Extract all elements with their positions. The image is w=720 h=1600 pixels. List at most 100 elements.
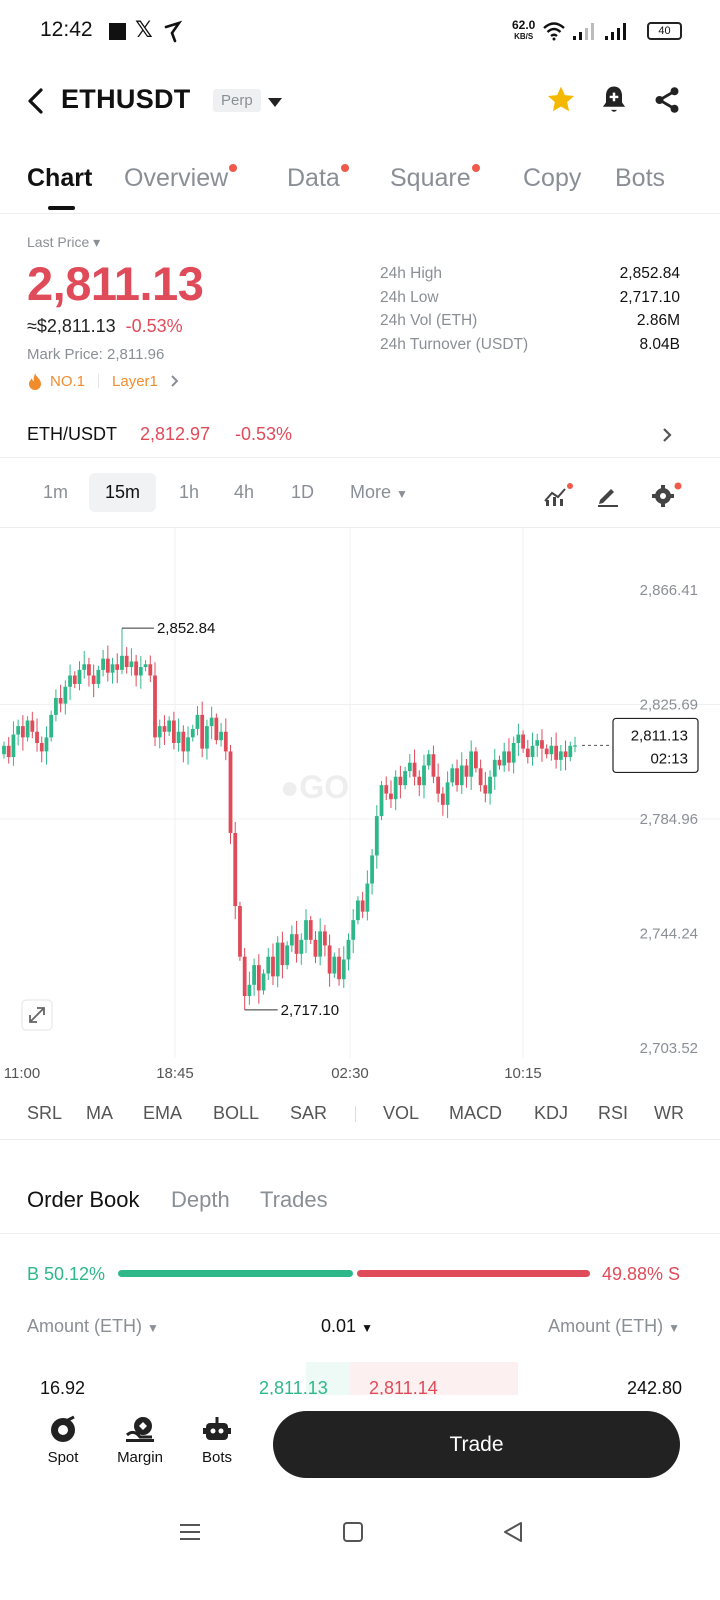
tab-depth[interactable]: Depth <box>171 1187 230 1212</box>
candle-body <box>205 726 209 749</box>
candle-body <box>261 973 266 991</box>
spot-pair-row[interactable]: ETH/USDT 2,812.97 -0.53% <box>0 412 720 458</box>
indicator-wr[interactable]: WR <box>654 1103 684 1123</box>
candle-body <box>474 751 478 769</box>
status-bar: 12:42 𝕏 62.0 KB/S 40 <box>0 0 720 62</box>
candle-body <box>138 667 143 676</box>
candle-body <box>464 765 469 777</box>
candle-body <box>143 664 148 668</box>
candle-body <box>426 754 431 766</box>
candle-body <box>129 661 134 668</box>
tab-trades[interactable]: Trades <box>260 1187 328 1212</box>
orderbook-row[interactable]: 16.92 2,811.13 2,811.14 242.80 <box>0 1362 720 1400</box>
tab-overview[interactable]: Overview <box>124 164 238 193</box>
tab-data[interactable]: Data <box>287 164 349 193</box>
indicator-rsi[interactable]: RSI <box>598 1103 629 1123</box>
indicator-sar[interactable]: SAR <box>290 1103 328 1123</box>
last-price-selector[interactable]: Last Price ▾ <box>27 234 101 250</box>
timeframe-1m[interactable]: 1m <box>43 482 69 502</box>
candle-body <box>440 793 445 805</box>
telegram-like-icon <box>164 20 183 43</box>
candle-body <box>445 782 450 805</box>
candle-body <box>360 900 365 912</box>
bots-button[interactable]: Bots <box>199 1415 235 1466</box>
candle-body <box>573 745 577 747</box>
stat-24h-high: 24h High 2,852.84 <box>380 265 680 282</box>
high-price-label: 2,852.84 <box>157 620 215 637</box>
y-axis-tick-label: 2,866.41 <box>640 582 698 599</box>
tab-copy[interactable]: Copy <box>523 164 582 192</box>
favorite-star-icon[interactable] <box>545 84 577 116</box>
symbol-dropdown-icon[interactable] <box>268 98 282 107</box>
candle-body <box>346 939 351 960</box>
signal-icon-1 <box>573 23 594 40</box>
indicator-ema[interactable]: EMA <box>143 1103 183 1123</box>
current-price-label: 2,811.13 <box>631 727 688 744</box>
candle-body <box>563 751 568 758</box>
tab-bots[interactable]: Bots <box>615 164 666 192</box>
price-change: -0.53% <box>125 316 183 336</box>
indicators-icon[interactable] <box>543 483 573 507</box>
home-icon[interactable] <box>342 1521 364 1543</box>
timeframe-15m[interactable]: 15m <box>89 473 157 512</box>
tick-size-selector[interactable]: 0.01 ▼ <box>321 1316 373 1336</box>
timeframe-more[interactable]: More ▼ <box>350 482 408 502</box>
candle-body <box>535 740 540 746</box>
indicator-kdj[interactable]: KDJ <box>534 1103 569 1123</box>
y-axis-tick-label: 2,825.69 <box>640 697 698 714</box>
indicator-boll[interactable]: BOLL <box>213 1103 260 1123</box>
candle-body <box>497 759 502 766</box>
timeframe-4h[interactable]: 4h <box>234 482 255 502</box>
price-alert-bell-icon[interactable] <box>599 84 629 116</box>
new-dot-indicator <box>340 164 349 172</box>
tab-order-book[interactable]: Order Book <box>27 1187 140 1212</box>
bid-depth-bar <box>306 1362 350 1400</box>
bid-price: 2,811.13 <box>259 1378 328 1398</box>
trade-button[interactable]: Trade <box>273 1411 680 1478</box>
margin-button[interactable]: Margin <box>115 1415 165 1466</box>
candle-body <box>525 748 530 758</box>
candle-body <box>153 675 157 738</box>
24h-stats: 24h High 2,852.84 24h Low 2,717.10 24h Vol… <box>380 265 680 359</box>
candle-body <box>157 726 162 738</box>
back-nav-icon[interactable] <box>502 1520 524 1544</box>
candle-body <box>544 748 549 755</box>
notification-square-icon <box>109 23 126 40</box>
candlestick-chart[interactable]: ●GO 2,866.41 2,825.69 2,784.96 2,744.24 2,703… <box>0 528 720 1088</box>
candle-body <box>87 664 91 676</box>
draw-pencil-icon[interactable] <box>596 483 620 507</box>
col-ask-amount[interactable]: Amount (ETH) ▼ <box>548 1316 680 1336</box>
symbol-title[interactable]: ETHUSDT <box>61 84 191 114</box>
spot-button[interactable]: Spot <box>45 1415 81 1466</box>
orderbook-tabs: Order Book Depth Trades <box>0 1170 720 1234</box>
candle-body <box>247 984 252 997</box>
indicator-ma[interactable]: MA <box>86 1103 113 1123</box>
candle-body <box>313 939 318 957</box>
candle-body <box>30 720 35 732</box>
timeframe-1h[interactable]: 1h <box>179 482 200 502</box>
candle-body <box>431 754 436 777</box>
indicator-vol[interactable]: VOL <box>383 1103 420 1123</box>
chart-settings-gear-icon[interactable] <box>649 481 683 509</box>
recent-apps-icon[interactable] <box>178 1521 202 1543</box>
indicator-bar: SRL MA EMA BOLL SAR VOL MACD KDJ RSI WR <box>0 1088 720 1140</box>
candle-body <box>96 669 101 684</box>
low-price-label: 2,717.10 <box>281 1002 339 1019</box>
tab-square[interactable]: Square <box>390 164 480 193</box>
wifi-icon <box>543 22 565 41</box>
orderbook-columns: Amount (ETH) ▼ 0.01 ▼ Amount (ETH) ▼ <box>27 1316 680 1340</box>
indicator-srl[interactable]: SRL <box>27 1103 63 1123</box>
battery-icon: 40 <box>647 22 682 40</box>
candle-body <box>379 785 384 817</box>
back-icon[interactable] <box>26 87 46 115</box>
sell-ratio-bar <box>356 1270 590 1277</box>
ranking-tag[interactable]: NO.1 Layer1 <box>27 372 180 390</box>
indicator-macd[interactable]: MACD <box>449 1103 502 1123</box>
share-icon[interactable] <box>652 85 682 115</box>
expand-icon <box>29 1007 45 1023</box>
indicator-divider <box>355 1106 356 1122</box>
timeframe-1d[interactable]: 1D <box>291 482 315 502</box>
col-bid-amount[interactable]: Amount (ETH) ▼ <box>27 1316 159 1336</box>
candle-body <box>389 793 393 800</box>
tab-chart[interactable]: Chart <box>27 164 93 192</box>
